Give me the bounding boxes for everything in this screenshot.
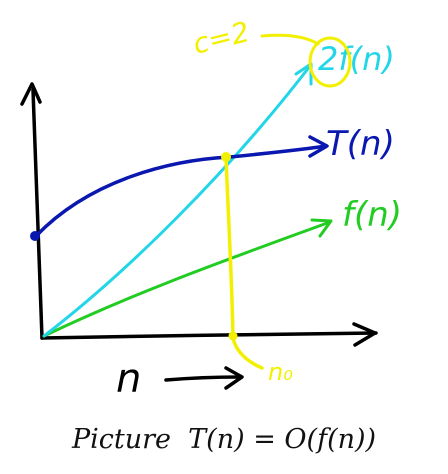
- c-annotation: [260, 33, 352, 88]
- y-axis-arrowhead: [20, 82, 42, 106]
- y-axis-line: [31, 88, 44, 340]
- x-axis-line: [40, 331, 378, 340]
- intersection-dot: [221, 152, 231, 162]
- t-of-n-label: T(n): [326, 124, 395, 164]
- n-axis-label: n: [116, 356, 141, 402]
- x-axis-arrowhead: [352, 322, 377, 347]
- y-axis: [20, 82, 44, 340]
- x-axis: [40, 322, 378, 347]
- n-axis-arrow: [164, 366, 244, 390]
- f-curve-arrowhead: [310, 218, 333, 238]
- c-circle: [308, 36, 352, 88]
- f-of-n-label: f(n): [342, 195, 402, 235]
- t-curve-line: [34, 144, 328, 238]
- n-zero-label: n₀: [268, 358, 293, 386]
- f-curve-line: [42, 220, 332, 338]
- n-zero-marker: [224, 155, 264, 370]
- n-zero-tail: [231, 336, 264, 370]
- n-zero-line: [224, 155, 235, 340]
- n-axis-arrow-line: [164, 375, 242, 382]
- t-intercept-dot: [30, 231, 40, 241]
- f-curve: [42, 218, 333, 338]
- t-curve: [34, 135, 329, 238]
- caption: Picture T(n) = O(f(n)): [71, 424, 376, 455]
- two-f-curve-line: [42, 64, 312, 338]
- n-axis-arrow-head: [224, 366, 244, 390]
- two-f-of-n-label: 2f(n): [318, 40, 395, 78]
- c-equals-label: c=2: [190, 15, 253, 61]
- t-curve-arrowhead: [308, 135, 329, 158]
- c-connector: [260, 33, 320, 46]
- n-zero-axis-dot: [228, 331, 238, 341]
